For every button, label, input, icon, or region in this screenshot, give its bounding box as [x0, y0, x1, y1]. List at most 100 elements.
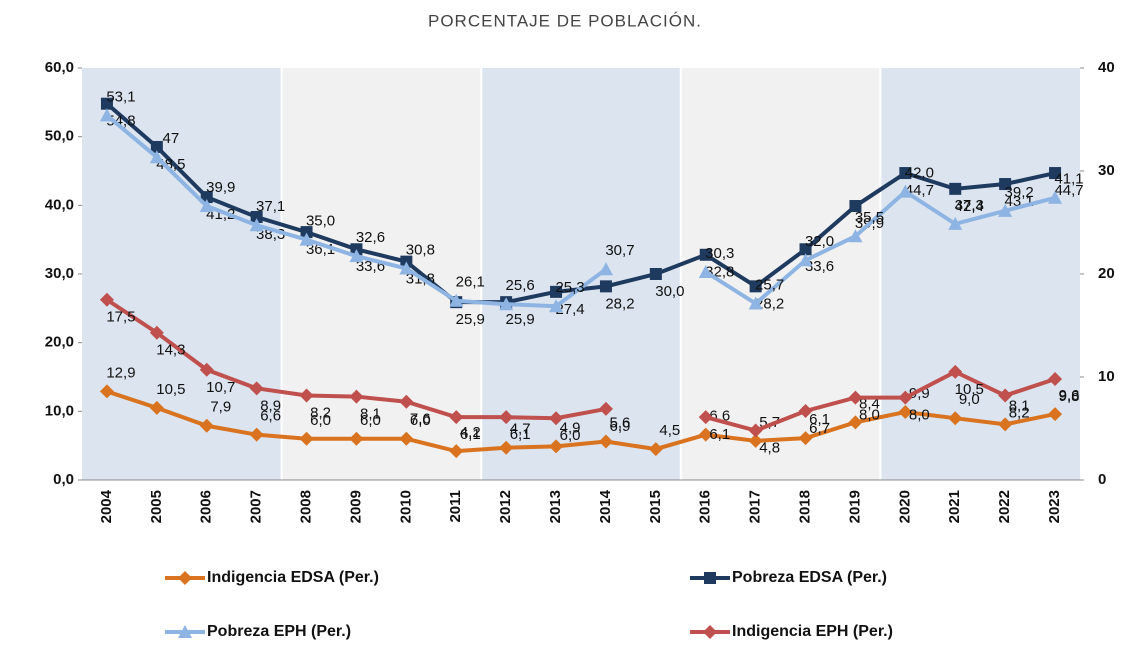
data-label: 9,8 — [1059, 388, 1080, 405]
marker — [998, 417, 1013, 432]
data-label: 53,1 — [106, 88, 135, 105]
x-tick-label: 2019 — [846, 490, 863, 523]
data-label: 8,2 — [310, 405, 331, 422]
data-label: 10,5 — [156, 381, 185, 398]
x-tick-label: 2010 — [397, 490, 414, 523]
marker — [200, 191, 213, 204]
x-tick-label: 2008 — [298, 490, 315, 523]
marker — [499, 297, 514, 311]
y2-tick-label: 0 — [1098, 471, 1106, 488]
data-label: 10,7 — [206, 379, 235, 396]
band — [680, 68, 881, 480]
marker — [949, 182, 962, 195]
x-tick-label: 2011 — [447, 490, 464, 523]
x-tick-label: 2016 — [697, 490, 714, 523]
data-label: 9,6 — [1059, 387, 1080, 404]
marker — [1048, 190, 1063, 204]
marker — [99, 108, 114, 122]
band — [82, 68, 282, 480]
marker — [299, 431, 314, 446]
data-label: 33,6 — [805, 258, 834, 275]
x-tick-label: 2015 — [647, 490, 664, 523]
marker — [698, 427, 713, 442]
marker — [798, 253, 813, 267]
x-tick-label: 2020 — [896, 490, 913, 523]
marker — [499, 440, 514, 455]
data-label: 37,3 — [955, 197, 984, 214]
marker — [449, 444, 464, 459]
data-label: 7,9 — [210, 399, 231, 416]
marker — [249, 381, 264, 396]
y2-tick-label: 20 — [1098, 265, 1115, 282]
marker — [948, 364, 963, 379]
data-label: 47 — [163, 130, 180, 147]
data-label: 5,6 — [610, 415, 631, 432]
marker — [149, 150, 164, 164]
marker — [698, 410, 713, 425]
y-tick-label: 50,0 — [45, 128, 74, 145]
data-label: 8,0 — [909, 407, 930, 424]
data-label: 9,0 — [959, 391, 980, 408]
data-label: 26,1 — [456, 274, 485, 291]
x-tick-label: 2009 — [347, 490, 364, 523]
marker — [998, 388, 1013, 403]
data-label: 6,1 — [709, 426, 730, 443]
marker — [1048, 372, 1063, 387]
marker — [349, 431, 364, 446]
marker — [748, 423, 763, 438]
data-label: 42,4 — [955, 198, 984, 215]
x-tick-label: 2023 — [1046, 490, 1063, 523]
marker — [648, 442, 663, 457]
marker — [249, 427, 264, 442]
x-tick-label: 2021 — [946, 490, 963, 523]
data-label: 54,8 — [106, 113, 135, 130]
data-label: 32,6 — [356, 229, 385, 246]
data-label: 32,0 — [805, 233, 834, 250]
data-label: 4,5 — [659, 422, 680, 439]
data-label: 30,3 — [705, 245, 734, 262]
data-label: 10,5 — [955, 381, 984, 398]
data-label: 35,5 — [855, 209, 884, 226]
legend-marker — [704, 572, 716, 584]
marker — [99, 292, 114, 307]
marker — [998, 203, 1013, 217]
marker — [799, 243, 812, 256]
marker — [748, 296, 763, 310]
legend-label: Indigencia EPH (Per.) — [732, 623, 893, 640]
legend-label: Indigencia EDSA (Per.) — [207, 569, 379, 586]
marker — [898, 184, 913, 198]
data-label: 8,1 — [360, 406, 381, 423]
data-label: 6,1 — [510, 426, 531, 443]
marker — [549, 411, 564, 426]
data-label: 8,1 — [1009, 397, 1030, 414]
legend-label: Pobreza EDSA (Per.) — [732, 569, 887, 586]
marker — [598, 434, 613, 449]
data-label: 25,9 — [506, 311, 535, 328]
marker — [449, 293, 464, 307]
x-tick-label: 2022 — [996, 490, 1013, 523]
marker — [698, 264, 713, 278]
data-label: 4,9 — [560, 419, 581, 436]
marker — [599, 280, 612, 293]
marker — [749, 280, 762, 293]
marker — [649, 268, 662, 280]
marker — [499, 410, 514, 425]
x-tick-label: 2013 — [547, 490, 564, 523]
x-tick-label: 2014 — [597, 489, 614, 523]
marker — [898, 405, 913, 420]
data-label: 6,7 — [809, 420, 830, 437]
marker — [299, 232, 314, 246]
data-label: 6,1 — [809, 411, 830, 428]
y-tick-label: 10,0 — [45, 402, 74, 419]
x-tick-label: 2018 — [797, 490, 814, 523]
data-label: 6,1 — [460, 426, 481, 443]
data-label: 48,5 — [156, 156, 185, 173]
marker — [449, 410, 464, 425]
data-label: 30,0 — [655, 283, 684, 300]
marker — [299, 388, 314, 403]
marker — [549, 439, 564, 454]
data-label: 37,1 — [256, 198, 285, 215]
data-label: 6,9 — [610, 418, 631, 435]
y-tick-label: 40,0 — [45, 196, 74, 213]
y2-tick-label: 40 — [1098, 59, 1115, 76]
